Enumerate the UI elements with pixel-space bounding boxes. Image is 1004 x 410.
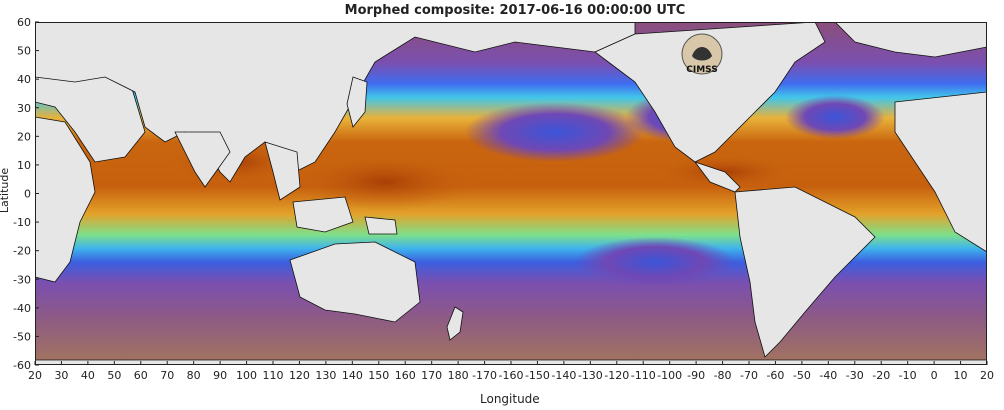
australia (289, 241, 421, 323)
y-tick-label: 20 (17, 130, 31, 143)
x-tick-label: 70 (160, 369, 174, 382)
x-tick-label: 40 (81, 369, 95, 382)
x-tick-label: -50 (793, 369, 811, 382)
y-tick-label: -50 (13, 330, 31, 343)
wet-pocket (295, 154, 475, 210)
y-tick-label: -40 (13, 302, 31, 315)
y-axis-label: Latitude (0, 167, 12, 214)
x-tick-label: -60 (766, 369, 784, 382)
x-tick-label: -10 (899, 369, 917, 382)
x-tick-label: -150 (525, 369, 550, 382)
dry-pocket (785, 95, 885, 139)
x-tick-label: -80 (714, 369, 732, 382)
new-guinea (364, 216, 398, 235)
south-america (734, 186, 876, 358)
x-tick-label: -90 (687, 369, 705, 382)
x-tick-label: 30 (54, 369, 68, 382)
x-tick-label: 170 (421, 369, 442, 382)
x-tick-label: 110 (263, 369, 284, 382)
dry-pocket (465, 102, 645, 162)
x-tick-label: -110 (631, 369, 656, 382)
indonesia (292, 196, 354, 233)
x-tick-label: -120 (604, 369, 629, 382)
x-tick-label: 100 (236, 369, 257, 382)
x-tick-label: 150 (368, 369, 389, 382)
x-tick-label: 140 (342, 369, 363, 382)
x-tick-label: 10 (954, 369, 968, 382)
africa (34, 116, 96, 283)
x-tick-label: -30 (846, 369, 864, 382)
x-tick-label: -130 (578, 369, 603, 382)
central-america (693, 161, 741, 193)
y-tick-label: -30 (13, 273, 31, 286)
y-tick-label: 0 (24, 188, 31, 201)
chart-title: Morphed composite: 2017-06-16 00:00:00 U… (344, 3, 686, 18)
x-tick-label: 120 (289, 369, 310, 382)
dry-pocket (575, 237, 735, 287)
x-tick-label: -40 (819, 369, 837, 382)
x-tick-label: -170 (472, 369, 497, 382)
x-tick-label: 60 (134, 369, 148, 382)
indochina (264, 141, 301, 201)
x-tick-label: -100 (657, 369, 682, 382)
x-tick-label: 180 (448, 369, 469, 382)
x-tick-label: 50 (107, 369, 121, 382)
y-tick-label: -10 (13, 216, 31, 229)
x-tick-label: 80 (187, 369, 201, 382)
cimss-logo: CIMSS (678, 32, 726, 76)
x-tick-label: -20 (872, 369, 890, 382)
x-tick-label: -160 (499, 369, 524, 382)
y-tick-label: -20 (13, 245, 31, 258)
y-tick-label: -60 (13, 359, 31, 372)
north-america (594, 21, 826, 163)
map-panel (34, 21, 988, 366)
logo-text: CIMSS (686, 65, 717, 75)
x-tick-label: 160 (395, 369, 416, 382)
new-zealand (446, 306, 464, 341)
x-tick-label: 20 (28, 369, 42, 382)
x-tick-label: 20 (980, 369, 994, 382)
x-tick-label: 90 (213, 369, 227, 382)
india (174, 131, 231, 188)
x-tick-label: -70 (740, 369, 758, 382)
y-tick-label: 50 (17, 45, 31, 58)
x-tick-label: 130 (315, 369, 336, 382)
x-tick-label: 0 (931, 369, 938, 382)
japan (346, 76, 368, 128)
y-tick-label: 40 (17, 73, 31, 86)
x-axis-label: Longitude (480, 392, 540, 406)
y-tick-label: 30 (17, 102, 31, 115)
x-tick-label: -140 (551, 369, 576, 382)
map-svg (34, 21, 988, 366)
y-tick-label: 10 (17, 159, 31, 172)
